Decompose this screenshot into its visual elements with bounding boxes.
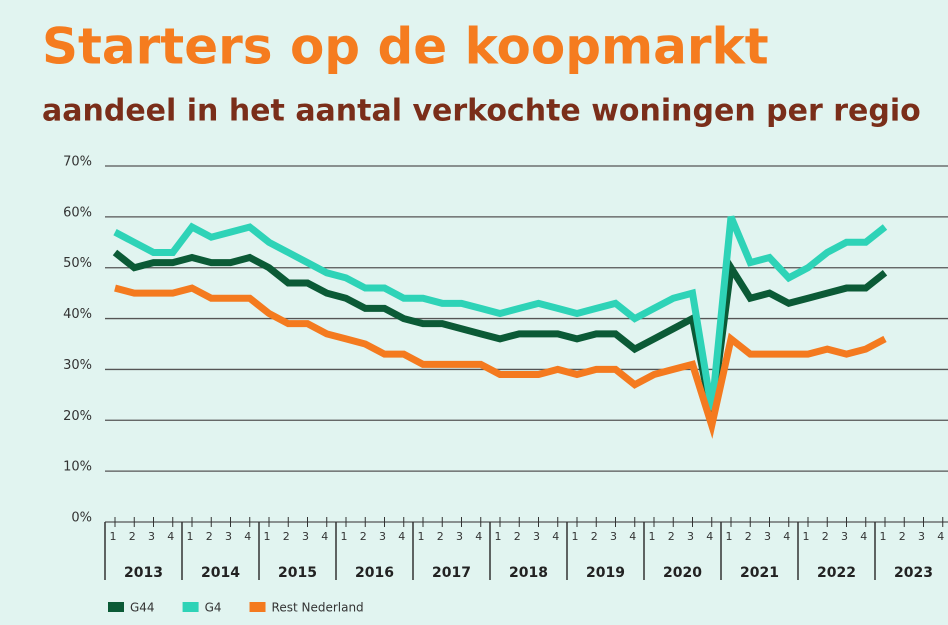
y-tick-label: 50% bbox=[63, 256, 92, 271]
y-tick-label: 10% bbox=[63, 460, 92, 475]
x-tick-label: 4 bbox=[552, 530, 559, 543]
x-tick-label: 4 bbox=[783, 530, 790, 543]
x-tick-label: 3 bbox=[302, 530, 309, 543]
x-tick-label: 1 bbox=[649, 530, 656, 543]
year-label: 2016 bbox=[355, 565, 394, 581]
x-tick-label: 2 bbox=[668, 530, 675, 543]
y-tick-label: 60% bbox=[63, 205, 92, 220]
year-label: 2017 bbox=[432, 565, 471, 581]
x-tick-label: 4 bbox=[629, 530, 636, 543]
legend-label: G44 bbox=[130, 601, 155, 615]
x-tick-label: 1 bbox=[418, 530, 425, 543]
y-tick-label: 40% bbox=[63, 307, 92, 322]
year-label: 2020 bbox=[663, 565, 702, 581]
x-tick-label: 3 bbox=[610, 530, 617, 543]
x-tick-label: 1 bbox=[187, 530, 194, 543]
x-tick-label: 3 bbox=[225, 530, 232, 543]
y-tick-label: 20% bbox=[63, 409, 92, 424]
x-tick-label: 2 bbox=[591, 530, 598, 543]
x-tick-label: 1 bbox=[726, 530, 733, 543]
y-tick-label: 30% bbox=[63, 358, 92, 373]
x-tick-label: 2 bbox=[899, 530, 906, 543]
chart-subtitle: aandeel in het aantal verkochte woningen… bbox=[42, 94, 921, 129]
x-tick-label: 2 bbox=[822, 530, 829, 543]
x-tick-label: 4 bbox=[860, 530, 867, 543]
x-tick-label: 2 bbox=[437, 530, 444, 543]
legend-label: G4 bbox=[205, 601, 222, 615]
x-tick-label: 3 bbox=[148, 530, 155, 543]
x-tick-label: 3 bbox=[456, 530, 463, 543]
x-tick-label: 4 bbox=[937, 530, 944, 543]
x-tick-label: 2 bbox=[129, 530, 136, 543]
year-label: 2018 bbox=[509, 565, 548, 581]
year-label: 2022 bbox=[817, 565, 856, 581]
x-tick-label: 3 bbox=[533, 530, 540, 543]
x-tick-label: 3 bbox=[841, 530, 848, 543]
x-tick-label: 2 bbox=[745, 530, 752, 543]
x-tick-label: 3 bbox=[379, 530, 386, 543]
y-tick-label: 70% bbox=[63, 155, 92, 170]
year-label: 2015 bbox=[278, 565, 317, 581]
series-line bbox=[112, 249, 888, 416]
year-label: 2013 bbox=[124, 565, 163, 581]
x-tick-label: 2 bbox=[283, 530, 290, 543]
x-tick-label: 3 bbox=[918, 530, 925, 543]
x-tick-label: 1 bbox=[572, 530, 579, 543]
series-line bbox=[113, 215, 888, 411]
legend-swatch bbox=[182, 602, 199, 612]
year-label: 2019 bbox=[586, 565, 625, 581]
series-line bbox=[114, 284, 887, 439]
x-tick-label: 2 bbox=[360, 530, 367, 543]
year-label: 2014 bbox=[201, 565, 240, 581]
x-tick-label: 1 bbox=[803, 530, 810, 543]
year-label: 2021 bbox=[740, 565, 779, 581]
x-tick-label: 1 bbox=[110, 530, 117, 543]
x-tick-label: 3 bbox=[687, 530, 694, 543]
legend-swatch bbox=[249, 602, 266, 612]
x-tick-label: 2 bbox=[206, 530, 213, 543]
x-tick-label: 2 bbox=[514, 530, 521, 543]
x-tick-label: 1 bbox=[341, 530, 348, 543]
x-tick-label: 4 bbox=[398, 530, 405, 543]
legend-swatch bbox=[108, 602, 124, 612]
x-tick-label: 1 bbox=[880, 530, 887, 543]
chart-title: Starters op de koopmarkt bbox=[42, 18, 769, 76]
x-tick-label: 4 bbox=[167, 530, 174, 543]
legend-label: Rest Nederland bbox=[272, 601, 364, 615]
year-label: 2023 bbox=[894, 565, 933, 581]
x-tick-label: 1 bbox=[264, 530, 271, 543]
x-tick-label: 4 bbox=[706, 530, 713, 543]
x-tick-label: 3 bbox=[764, 530, 771, 543]
x-tick-label: 4 bbox=[244, 530, 251, 543]
x-tick-label: 4 bbox=[475, 530, 482, 543]
x-tick-label: 4 bbox=[321, 530, 328, 543]
x-tick-label: 1 bbox=[495, 530, 502, 543]
y-tick-label: 0% bbox=[71, 511, 92, 526]
